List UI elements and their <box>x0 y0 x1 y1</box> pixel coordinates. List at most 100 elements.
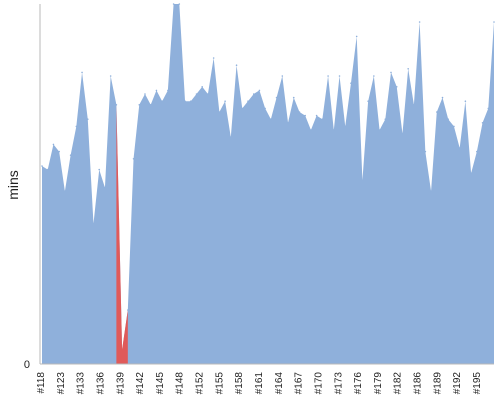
data-point <box>201 86 203 88</box>
x-tick-label: #142 <box>135 372 146 395</box>
data-point <box>287 122 289 124</box>
x-tick-label: #161 <box>254 372 265 395</box>
data-point <box>453 125 455 128</box>
data-point <box>258 89 261 92</box>
x-tick-label: #164 <box>274 372 285 395</box>
x-tick-label: #176 <box>353 372 364 395</box>
x-tick-label: #192 <box>452 372 463 395</box>
data-point <box>247 100 249 102</box>
data-point <box>172 3 175 5</box>
y-tick-label-0: 0 <box>24 359 30 371</box>
x-tick-label: #158 <box>234 372 245 395</box>
x-tick-label: #148 <box>175 372 186 395</box>
data-point <box>447 118 450 120</box>
data-point <box>189 100 192 102</box>
data-point <box>355 35 358 38</box>
highlight-layer <box>116 104 128 365</box>
data-point <box>435 111 438 113</box>
x-tick-label: #179 <box>373 372 384 395</box>
x-tick-label: #118 <box>36 372 47 394</box>
data-point <box>252 93 255 95</box>
data-point <box>361 179 364 182</box>
y-axis-label: mins <box>5 170 21 200</box>
data-point <box>418 21 421 23</box>
x-tick-label: #136 <box>96 372 107 395</box>
data-point <box>81 71 83 74</box>
data-point <box>178 3 181 5</box>
data-point <box>367 100 369 102</box>
data-point <box>115 104 118 106</box>
data-point <box>281 75 284 77</box>
data-point <box>481 122 484 124</box>
data-point <box>390 71 392 74</box>
data-point <box>195 93 198 95</box>
data-point <box>441 96 444 99</box>
data-point <box>184 100 186 102</box>
data-point <box>98 168 101 171</box>
data-point <box>46 168 49 171</box>
x-tick-label: #173 <box>333 372 344 395</box>
data-point <box>144 93 146 95</box>
data-point <box>476 150 478 153</box>
data-point <box>344 125 347 128</box>
data-point <box>155 89 158 92</box>
data-point <box>52 143 55 146</box>
data-point <box>395 86 398 88</box>
data-point <box>470 172 472 174</box>
data-point <box>384 118 387 120</box>
area-layer <box>41 3 495 364</box>
x-tick-label: #182 <box>393 372 404 395</box>
data-point <box>127 309 129 311</box>
data-point <box>424 150 427 153</box>
x-tick-label: #139 <box>115 372 126 395</box>
data-point <box>333 129 335 131</box>
data-point <box>493 21 495 23</box>
data-point <box>241 107 244 110</box>
data-point <box>264 107 266 110</box>
data-point <box>310 129 312 131</box>
data-point <box>167 89 169 92</box>
data-point <box>270 118 272 120</box>
data-point <box>132 158 135 160</box>
x-tick-label: #123 <box>56 372 67 395</box>
x-tick-label: #155 <box>214 372 225 395</box>
x-tick-label: #167 <box>294 372 305 395</box>
x-tick-label: #170 <box>314 372 325 395</box>
data-point <box>298 111 301 113</box>
data-point <box>218 111 221 113</box>
data-point <box>304 114 306 117</box>
data-point <box>235 64 238 66</box>
highlight-area <box>116 104 128 365</box>
data-point <box>401 132 404 135</box>
data-point <box>275 96 278 99</box>
data-point <box>338 75 341 77</box>
data-point <box>75 125 78 128</box>
data-point <box>373 75 375 77</box>
data-point <box>109 75 112 77</box>
data-point <box>315 114 318 117</box>
x-tick-layer: #118 #123 #133 #136 #139 #142 #145 #148 #152 #155… <box>36 372 483 395</box>
data-point <box>230 136 232 138</box>
x-tick-label: #152 <box>195 372 206 395</box>
data-point <box>327 75 329 77</box>
data-point <box>458 147 461 149</box>
x-tick-label: #133 <box>76 372 87 395</box>
data-point <box>321 118 324 120</box>
x-tick-label: #195 <box>472 372 483 395</box>
data-point <box>378 129 381 131</box>
data-point <box>224 100 226 102</box>
data-point <box>104 186 106 189</box>
x-tick-label: #189 <box>432 372 443 395</box>
x-tick-label: #145 <box>155 372 166 395</box>
data-point <box>207 93 209 95</box>
data-point <box>64 190 66 192</box>
data-point <box>487 107 490 110</box>
series-area <box>42 4 494 364</box>
data-point <box>69 154 72 156</box>
data-point <box>407 68 409 70</box>
data-point <box>149 104 152 106</box>
data-point <box>86 118 89 120</box>
data-point <box>92 222 95 225</box>
data-point <box>138 104 141 106</box>
